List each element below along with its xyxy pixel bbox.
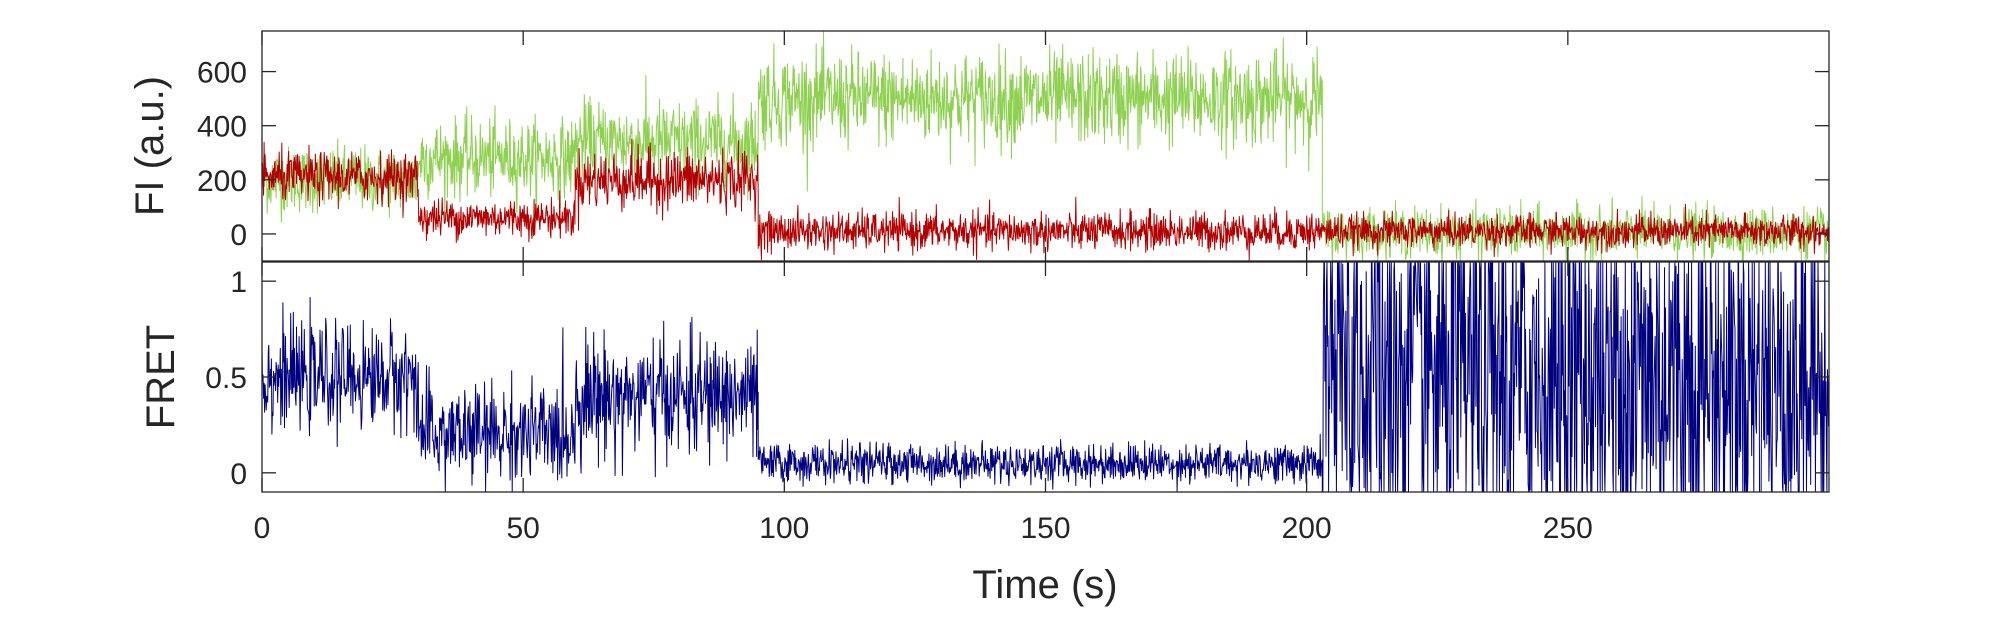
y-tick-label: 0 [230, 219, 247, 252]
fret-plot-area [262, 262, 1829, 492]
y-tick-label: 600 [197, 57, 247, 90]
fret-y-axis-label: FRET [139, 325, 183, 429]
x-tick-label: 200 [1282, 512, 1332, 545]
x-tick-label: 250 [1543, 512, 1593, 545]
intensity-y-ticks: 0 200 400 600 [197, 31, 1829, 261]
intensity-y-axis-label: FI (a.u.) [128, 76, 172, 216]
fret-panel: 00.51 0 50 100 150 200 250 FRET Time (s) [139, 261, 1830, 607]
x-tick-label: 50 [506, 512, 539, 545]
y-tick-label: 200 [197, 165, 247, 198]
y-tick-label: 400 [197, 111, 247, 144]
intensity-panel: 0 200 400 600 FI (a.u.) [128, 30, 1830, 262]
fret-y-ticks: 00.51 [205, 262, 1829, 492]
y-tick-label: 0 [230, 458, 247, 491]
x-tick-label: 150 [1020, 512, 1070, 545]
x-tick-label: 100 [759, 512, 809, 545]
time-x-axis-label: Time (s) [972, 563, 1117, 607]
intensity-plot-area [262, 31, 1829, 261]
trace-series-fret [262, 262, 1829, 492]
time-x-ticks: 0 50 100 150 200 250 [254, 512, 1593, 545]
y-tick-label: 1 [230, 266, 247, 299]
trace-series-acceptor [262, 138, 1829, 261]
y-tick-label: 0.5 [205, 362, 247, 395]
x-tick-label: 0 [254, 512, 271, 545]
